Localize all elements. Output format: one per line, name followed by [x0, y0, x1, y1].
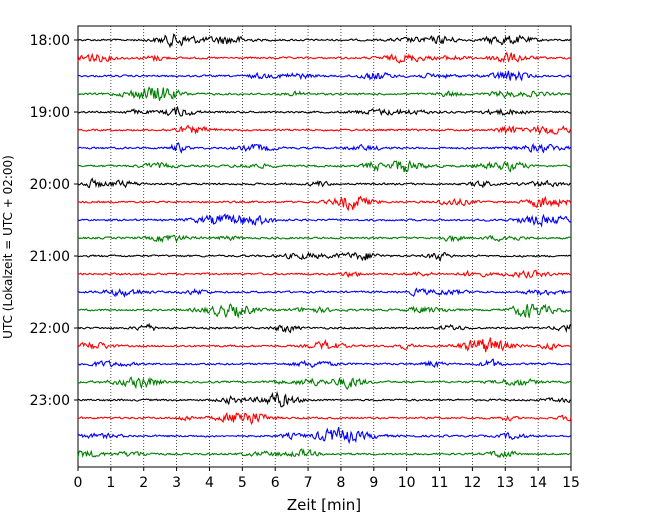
- trace-23: [77, 426, 572, 445]
- x-tick-label-5: 5: [238, 475, 247, 491]
- y-tick-label-2200: 22:00: [30, 321, 70, 337]
- x-tick-label-13: 13: [496, 475, 514, 491]
- trace-3: [77, 70, 572, 82]
- trace-24: [77, 448, 572, 459]
- x-tick-label-8: 8: [336, 475, 345, 491]
- x-tick-label-9: 9: [369, 475, 378, 491]
- y-tick-label-2000: 20:00: [30, 177, 70, 193]
- x-axis-ticks: 0 1 2 3 4 5 6 7 8 9 10 11 12 13 14 15: [74, 467, 580, 491]
- x-tick-label-6: 6: [271, 475, 280, 491]
- trace-10: [77, 195, 572, 212]
- trace-1: [77, 33, 572, 49]
- trace-20: [77, 376, 572, 391]
- trace-11: [77, 213, 572, 228]
- trace-13: [77, 251, 572, 263]
- x-tick-label-0: 0: [74, 475, 83, 491]
- x-tick-label-14: 14: [529, 475, 547, 491]
- x-tick-label-2: 2: [139, 475, 148, 491]
- x-tick-label-4: 4: [205, 475, 214, 491]
- trace-8: [77, 159, 572, 173]
- x-tick-label-15: 15: [562, 475, 580, 491]
- trace-16: [77, 303, 572, 319]
- trace-21: [77, 391, 572, 408]
- trace-9: [77, 177, 572, 189]
- trace-18: [77, 337, 572, 353]
- y-tick-label-1900: 19:00: [30, 105, 70, 121]
- seismic-traces: [77, 33, 572, 459]
- trace-6: [77, 124, 572, 136]
- trace-12: [77, 234, 572, 244]
- trace-4: [77, 86, 572, 101]
- trace-5: [77, 105, 572, 117]
- x-tick-label-10: 10: [398, 475, 416, 491]
- trace-2: [77, 51, 572, 64]
- plot-area-frame: [77, 25, 572, 468]
- y-tick-label-2100: 21:00: [30, 249, 70, 265]
- trace-7: [77, 142, 572, 154]
- y-tick-label-1800: 18:00: [30, 33, 70, 49]
- y-axis-label: UTC (Lokalzeit = UTC + 02:00): [1, 155, 15, 339]
- grid-lines: [110, 26, 539, 467]
- x-tick-label-11: 11: [431, 475, 449, 491]
- trace-15: [77, 287, 572, 298]
- y-axis-ticks: 18:00 19:00 20:00 21:00 22:00 23:00: [30, 33, 78, 409]
- x-tick-label-12: 12: [463, 475, 481, 491]
- trace-14: [77, 269, 572, 279]
- y-tick-label-2300: 23:00: [30, 393, 70, 409]
- x-tick-label-7: 7: [304, 475, 313, 491]
- x-tick-label-1: 1: [106, 475, 115, 491]
- trace-22: [77, 411, 572, 426]
- trace-19: [77, 358, 572, 369]
- x-axis-label: Zeit [min]: [287, 496, 361, 514]
- x-tick-label-3: 3: [172, 475, 181, 491]
- trace-17: [77, 322, 572, 334]
